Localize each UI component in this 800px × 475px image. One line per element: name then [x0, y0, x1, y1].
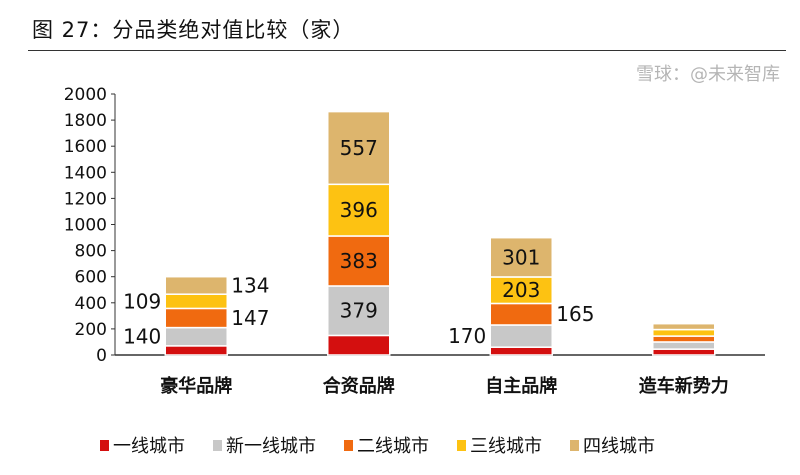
bar-segment: [652, 341, 716, 350]
legend-swatch: [457, 439, 466, 451]
bar-segment: [489, 346, 553, 356]
bar-segment: [164, 326, 228, 347]
legend-item: 二线城市: [344, 432, 429, 458]
bar-segment: [164, 275, 228, 295]
y-tick-label: 200: [75, 320, 107, 340]
data-label: 140: [123, 325, 161, 349]
data-label: 165: [556, 302, 594, 326]
x-tick-label: 造车新势力: [639, 375, 729, 397]
y-tick-label: 1200: [64, 189, 107, 209]
x-tick-label: 合资品牌: [323, 375, 395, 397]
data-label: 134: [231, 273, 269, 297]
y-tick-label: 400: [75, 294, 107, 314]
bar-segment: [652, 322, 716, 331]
bar-segment: [652, 328, 716, 337]
y-tick-label: 0: [96, 346, 107, 366]
bar-segment: [652, 348, 716, 356]
y-tick-label: 1400: [64, 163, 107, 183]
y-tick-label: 2000: [64, 85, 107, 105]
data-label: 383: [340, 249, 378, 273]
y-tick-label: 1600: [64, 137, 107, 157]
y-tick-label: 1000: [64, 216, 107, 236]
legend-item: 一线城市: [100, 432, 185, 458]
y-tick-label: 600: [75, 268, 107, 288]
chart-title: 图 27：分品类绝对值比较（家）: [32, 18, 355, 42]
data-label: 170: [448, 324, 486, 348]
y-tick-label: 1800: [64, 111, 107, 131]
data-label: 301: [502, 245, 540, 269]
data-label: 203: [502, 278, 540, 302]
bar-segment: [327, 285, 391, 337]
bar-segment: [489, 324, 553, 348]
bar-segment: [327, 110, 391, 186]
x-tick-label: 自主品牌: [485, 375, 557, 397]
legend: 一线城市 新一线城市 二线城市 三线城市 四线城市: [100, 432, 655, 458]
legend-swatch: [100, 439, 109, 451]
data-label: 109: [123, 289, 161, 313]
y-tick-label: 800: [75, 242, 107, 262]
bar-segment: [327, 235, 391, 287]
data-label: 147: [231, 306, 269, 330]
legend-swatch: [213, 439, 222, 451]
legend-label: 四线城市: [583, 436, 655, 457]
bar-segment: [489, 236, 553, 278]
data-label: 396: [340, 198, 378, 222]
stacked-bar-chart: 0 200 400 600 800 1000 1200 1400 1600 1800 2000 140…: [64, 85, 765, 397]
legend-label: 新一线城市: [226, 436, 316, 457]
bar-segment: [327, 183, 391, 237]
bar-segment: [164, 345, 228, 356]
title-divider: [28, 50, 786, 51]
bar-segment: [652, 335, 716, 343]
legend-swatch: [570, 439, 579, 451]
bar-segment: [164, 307, 228, 329]
data-label: 557: [340, 136, 378, 160]
legend-label: 二线城市: [357, 436, 429, 457]
bar-segment: [327, 334, 391, 356]
bar-segment: [489, 302, 553, 326]
legend-item: 新一线城市: [213, 432, 316, 458]
legend-item: 四线城市: [570, 432, 655, 458]
data-label: 379: [340, 299, 378, 323]
legend-label: 三线城市: [470, 436, 542, 457]
x-tick-label: 豪华品牌: [160, 375, 232, 397]
bar-segment: [164, 293, 228, 310]
legend-swatch: [344, 439, 353, 451]
legend-item: 三线城市: [457, 432, 542, 458]
legend-label: 一线城市: [113, 436, 185, 457]
watermark: 雪球：@未来智库: [636, 64, 780, 85]
